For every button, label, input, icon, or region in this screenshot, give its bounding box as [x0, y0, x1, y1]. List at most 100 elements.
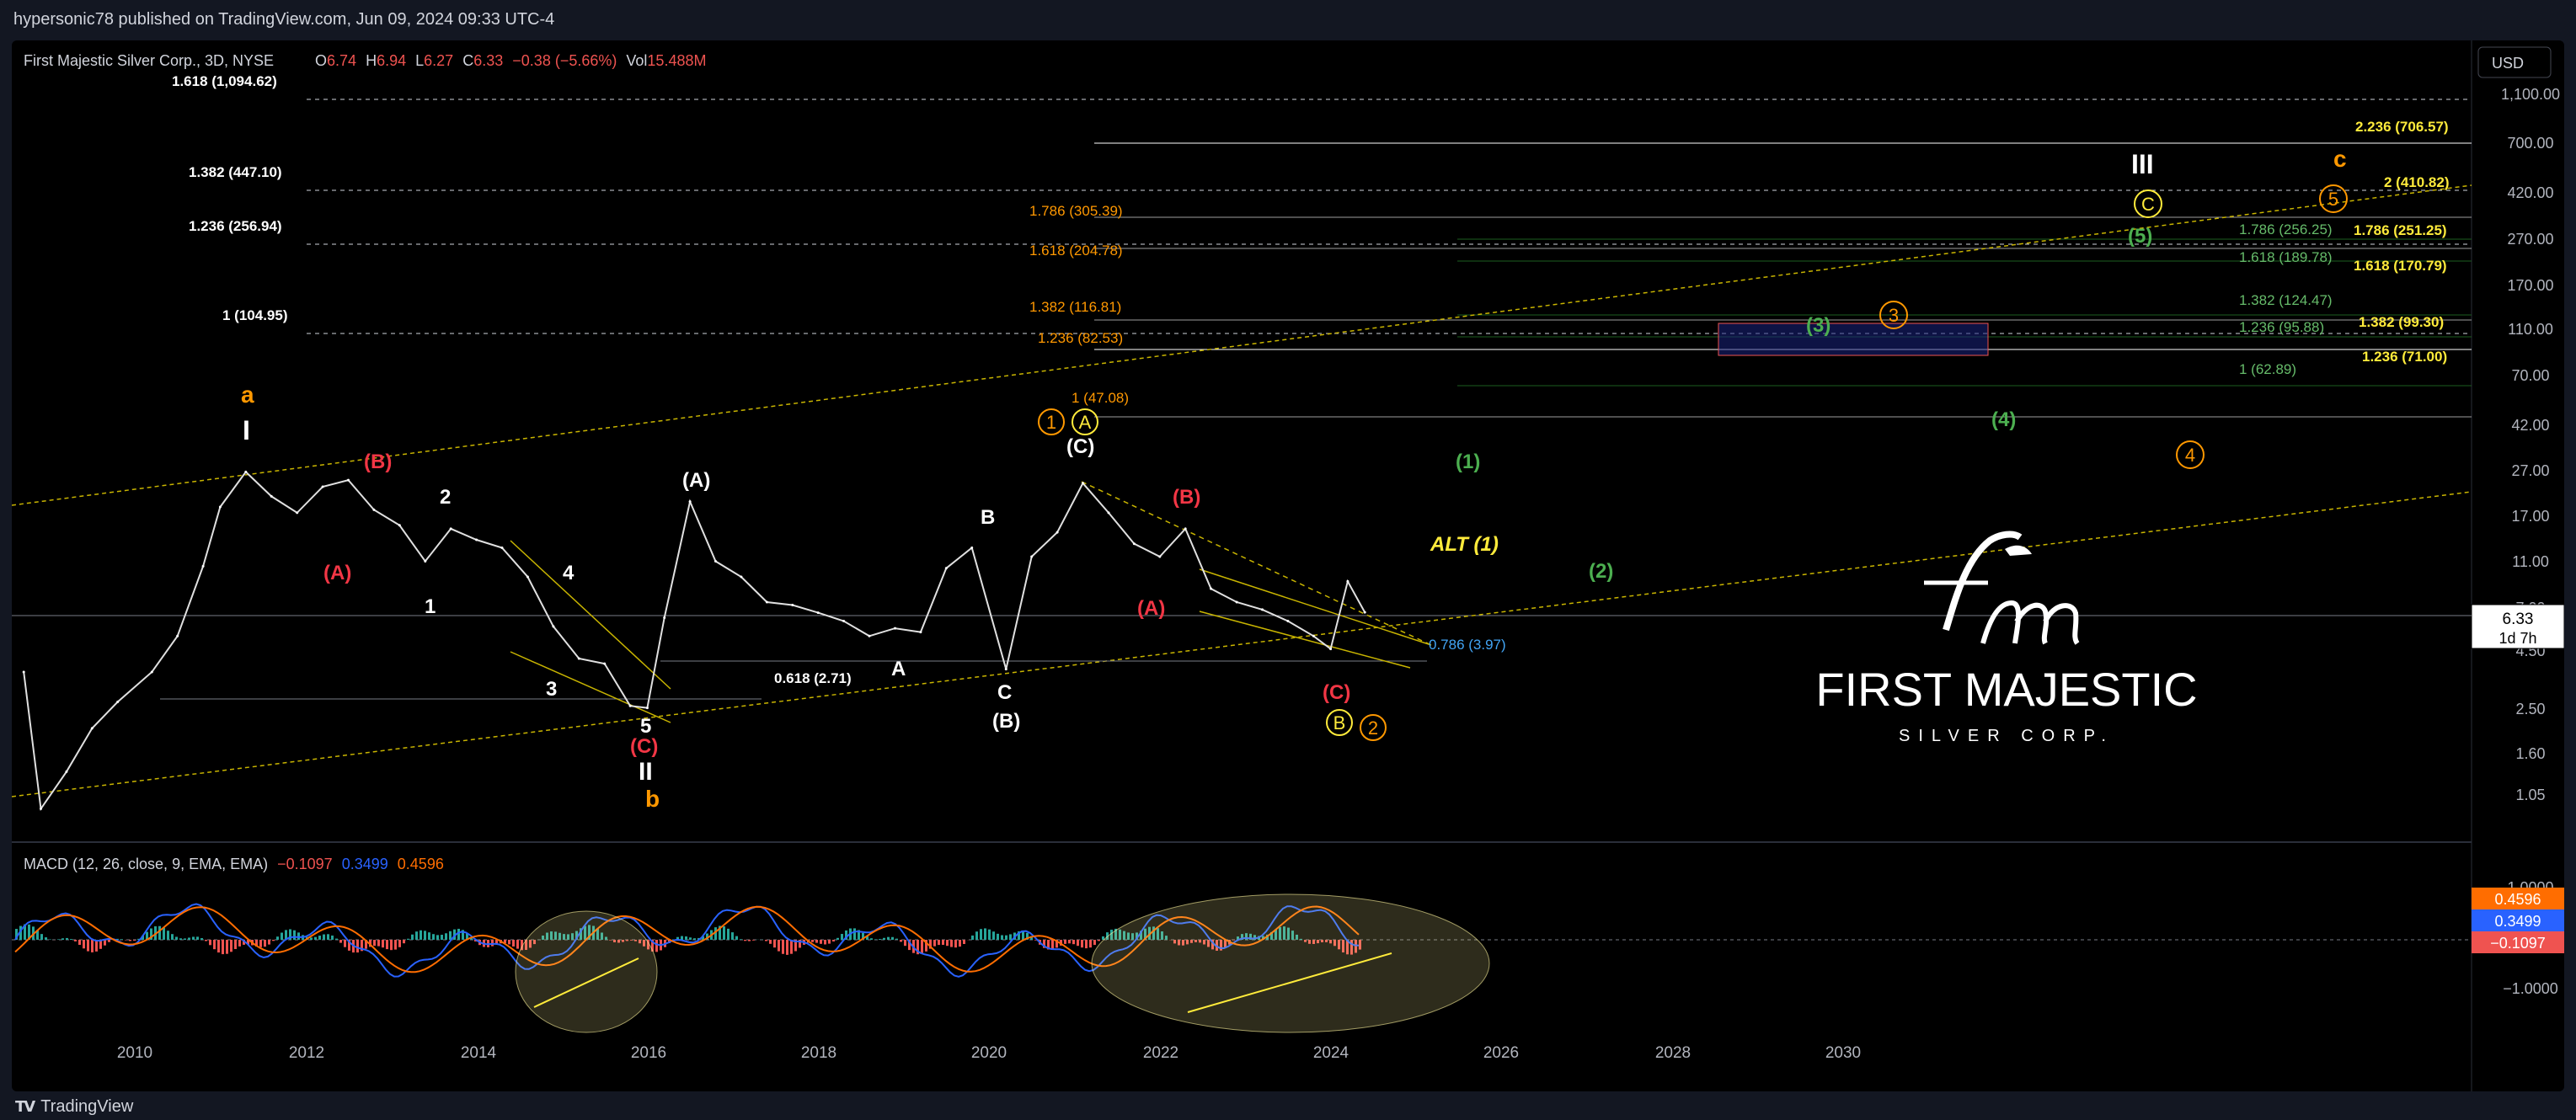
fib-label: 1.618 (204.78): [1029, 243, 1123, 259]
macd-badge-hist: −0.1097: [2490, 935, 2546, 952]
macd-bar: [163, 927, 165, 940]
macd-bar: [466, 932, 468, 940]
publish-info: hypersonic78 published on TradingView.co…: [13, 10, 555, 29]
price-point: [398, 524, 401, 527]
last-price: 6.33: [2503, 611, 2534, 628]
signal-line: [14, 905, 1360, 973]
macd-bar: [1093, 940, 1096, 946]
macd-bar: [685, 936, 687, 941]
macd-bar: [895, 938, 898, 940]
wedge-upper-3[interactable]: [1199, 568, 1432, 646]
macd-bar: [714, 927, 717, 941]
macd-bar: [622, 940, 624, 942]
macd-bar: [845, 930, 847, 941]
macd-bar: [213, 940, 216, 950]
fib-label: 1.382 (99.30): [2359, 314, 2444, 330]
macd-bar: [959, 940, 961, 947]
fib-green-group[interactable]: 1.786 (256.25) 1.618 (189.78) 1.382 (124…: [1457, 221, 2472, 387]
macd-bar: [567, 934, 569, 941]
macd-bar: [276, 936, 279, 940]
macd-bar: [1241, 934, 1243, 941]
macd-bar: [820, 940, 822, 944]
macd-bar: [836, 937, 839, 940]
macd-bar: [217, 940, 220, 953]
price-axis-label: 42.00: [2511, 417, 2549, 434]
channel-upper-line[interactable]: [12, 184, 2472, 506]
currency-button[interactable]: USD: [2477, 46, 2552, 78]
price-point: [842, 620, 846, 622]
macd-bar: [533, 940, 536, 945]
price-series: [22, 470, 1366, 812]
macd-bar: [866, 936, 868, 940]
retrace-label: 0.786 (3.97): [1429, 637, 1506, 653]
divergence-ellipse-1[interactable]: [515, 910, 658, 1033]
price-point: [372, 508, 376, 511]
macd-bar: [474, 940, 477, 941]
target-zone-box[interactable]: [1718, 323, 1989, 356]
macd-bar: [61, 938, 64, 940]
macd-bar: [1085, 940, 1088, 949]
time-axis-label: 2030: [1825, 1044, 1861, 1062]
price-axis[interactable]: 1,100.00 700.00 420.00 270.00 170.00 110…: [2501, 86, 2560, 803]
fib-yellow-group[interactable]: 2.236 (706.57) 2 (410.82) 1.786 (251.25)…: [2354, 119, 2450, 365]
macd-bar: [773, 940, 776, 948]
macd-badge-signal: 0.4596: [2494, 891, 2541, 908]
divergence-ellipse-2[interactable]: [1091, 893, 1490, 1033]
divergence-line-2[interactable]: [1187, 952, 1392, 1013]
macd-bar: [1102, 936, 1104, 940]
price-point: [1132, 542, 1136, 546]
macd-bar: [950, 940, 953, 947]
price-point: [22, 670, 25, 674]
macd-bar: [255, 940, 258, 947]
macd-bar: [403, 940, 405, 944]
macd-bar: [150, 928, 152, 940]
circle-B: B: [1333, 712, 1346, 733]
change-value: −0.38 (−5.66%): [512, 52, 617, 69]
macd-bar: [424, 931, 426, 941]
macd-histogram: [15, 924, 1361, 955]
fib-left-group[interactable]: 1.618 (1,094.62) 1.382 (447.10) 1.236 (2…: [172, 73, 2472, 334]
divergence-line-1[interactable]: [533, 957, 639, 1008]
macd-bar: [415, 931, 418, 940]
macd-bar: [462, 930, 464, 940]
fib-label: 1 (47.08): [1072, 390, 1129, 406]
macd-bar: [1325, 940, 1328, 942]
ohlc-legend: O6.74 H6.94 L6.27 C6.33 −0.38 (−5.66%) V…: [315, 52, 706, 69]
macd-bar: [992, 931, 995, 941]
macd-bar: [66, 937, 68, 941]
wave-g5: (5): [2128, 225, 2152, 248]
macd-bar: [1140, 931, 1142, 941]
wedge-upper-2[interactable]: [1081, 481, 1432, 646]
wedge-upper-1[interactable]: [510, 540, 671, 690]
macd-bar: [702, 936, 704, 941]
macd-bar: [841, 934, 843, 941]
macd-bar: [1018, 931, 1020, 941]
macd-bar: [445, 933, 447, 940]
wedge-lower-1[interactable]: [510, 651, 671, 723]
macd-bar: [436, 935, 439, 940]
macd-bar: [938, 940, 940, 946]
wave-g3: (3): [1806, 314, 1830, 337]
macd-bar: [904, 940, 906, 947]
macd-bar: [1089, 940, 1092, 948]
macd-bar: [120, 939, 123, 941]
macd-bar: [1203, 940, 1205, 945]
price-point: [1107, 511, 1110, 515]
fib-mid-group[interactable]: 1.786 (305.39) 1.618 (204.78) 1.382 (116…: [1029, 142, 2472, 418]
time-axis[interactable]: 2010 2012 2014 2016 2018 2020 2022 2024 …: [117, 1044, 1861, 1062]
macd-bar: [268, 940, 270, 945]
macd-bar: [1216, 940, 1218, 951]
macd-bar: [1060, 940, 1062, 946]
tradingview-logo[interactable]: 𝗧𝗩 TradingView: [15, 1097, 133, 1117]
macd-bar: [1199, 940, 1201, 943]
channel-lower-line[interactable]: [12, 491, 2472, 797]
wave-g4: (4): [1991, 408, 2016, 431]
wedge-lower-2[interactable]: [1199, 611, 1411, 669]
macd-bar: [1253, 935, 1256, 941]
macd-bar: [1178, 940, 1180, 946]
chart-panel[interactable]: First Majestic Silver Corp., 3D, NYSE O6…: [12, 40, 2564, 1091]
macd-bar: [171, 934, 174, 941]
time-axis-label: 2012: [289, 1044, 324, 1062]
price-axis-label: 70.00: [2511, 367, 2549, 384]
chart-svg[interactable]: First Majestic Silver Corp., 3D, NYSE O6…: [12, 40, 2564, 1091]
